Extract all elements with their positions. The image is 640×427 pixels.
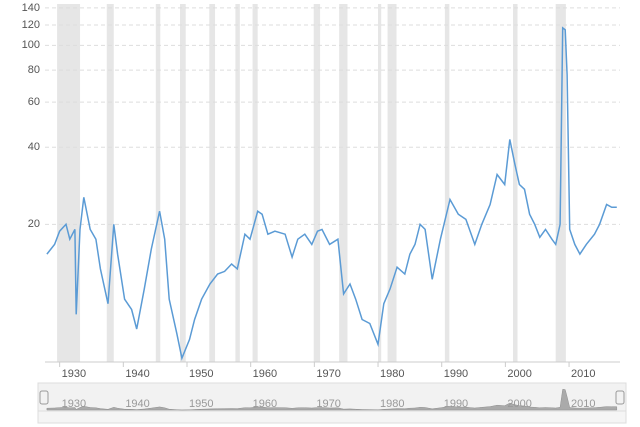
x-tick-label: 1940 — [125, 368, 149, 380]
navigator-label: 1940 — [125, 398, 149, 410]
recession-band — [57, 4, 81, 362]
navigator-background — [37, 382, 627, 412]
recession-band — [444, 4, 450, 362]
plot-area: 20 40 60 80 100 120 140 1930 1940 1950 1960 1970 198… — [22, 2, 620, 380]
navigator-label: 2010 — [571, 398, 595, 410]
line-series — [46, 26, 617, 361]
navigator-handle[interactable] — [39, 390, 49, 405]
y-tick-label: 40 — [28, 141, 40, 153]
y-tick-label: 120 — [22, 19, 40, 31]
navigator: 1930 1940 1950 1960 1970 1980 1990 2000 2010 — [37, 382, 627, 424]
recession-band — [252, 4, 258, 362]
recession-band — [155, 4, 161, 362]
navigator-label: 1970 — [316, 398, 340, 410]
navigator-label: 1930 — [62, 398, 86, 410]
y-tick-label: 60 — [28, 96, 40, 108]
recession-band — [209, 4, 216, 362]
recession-band — [179, 4, 186, 362]
recession-band — [313, 4, 321, 362]
navigator-label: 1980 — [380, 398, 404, 410]
x-tick-label: 2000 — [507, 368, 531, 380]
recession-band — [339, 4, 348, 362]
navigator-label: 1990 — [444, 398, 468, 410]
navigator-series — [46, 388, 618, 411]
navigator-label: 2000 — [507, 398, 531, 410]
recession-band — [378, 4, 382, 362]
x-tick-label: 1930 — [62, 368, 86, 380]
navigator-label: 1960 — [253, 398, 277, 410]
x-tick-label: 1990 — [444, 368, 468, 380]
x-tick-label: 1980 — [380, 368, 404, 380]
recession-band — [387, 4, 397, 362]
recession-band — [106, 4, 114, 362]
x-tick-label: 2010 — [571, 368, 595, 380]
y-tick-label: 140 — [22, 2, 40, 14]
recession-band — [235, 4, 240, 362]
x-tick-label: 1950 — [189, 368, 213, 380]
x-tick-label: 1970 — [316, 368, 340, 380]
y-tick-label: 100 — [22, 39, 40, 51]
navigator-handle[interactable] — [615, 390, 625, 405]
y-tick-label: 80 — [28, 64, 40, 76]
recession-band — [513, 4, 518, 362]
navigator-label: 1950 — [189, 398, 213, 410]
x-tick-label: 1960 — [253, 368, 277, 380]
navigator-scrollbar[interactable] — [37, 410, 627, 424]
y-tick-label: 20 — [28, 218, 40, 230]
